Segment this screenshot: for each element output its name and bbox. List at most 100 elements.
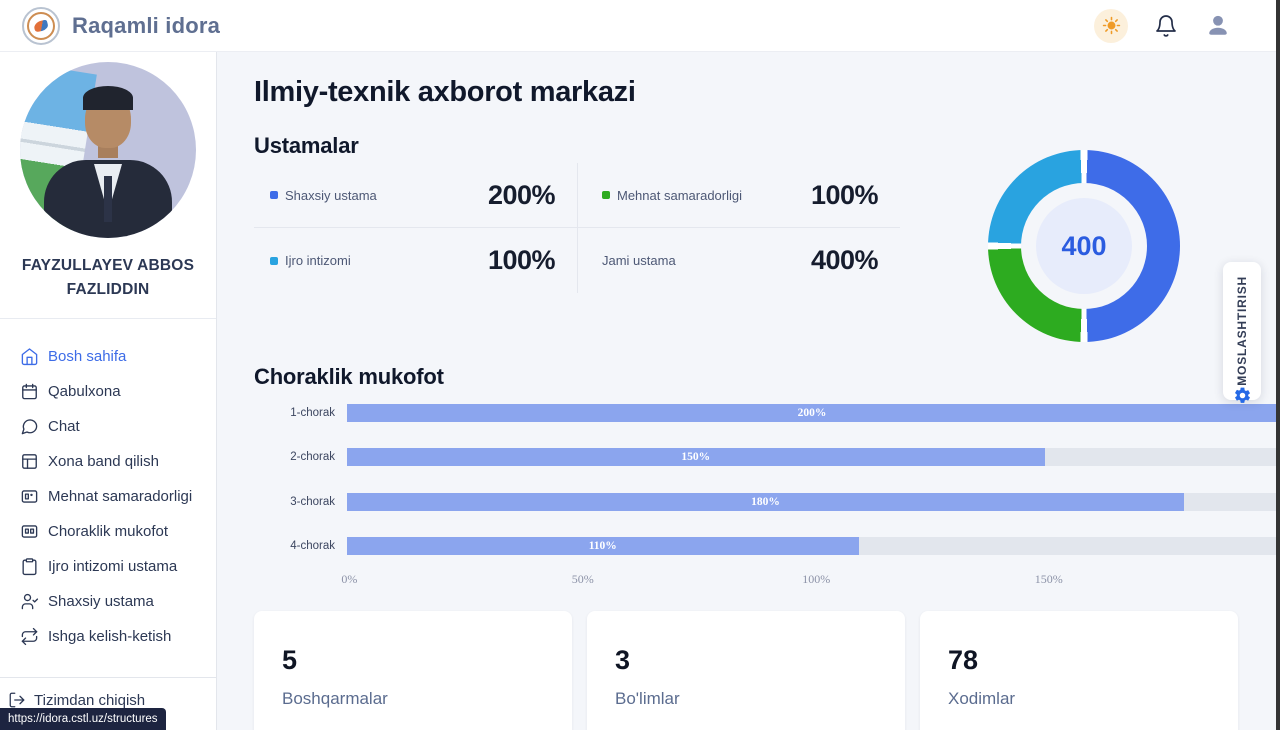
sidebar-item-label: Qabulxona (48, 383, 121, 401)
ustamalar-heading: Ustamalar (254, 133, 359, 158)
status-url-tooltip: https://idora.cstl.uz/structures (0, 708, 166, 730)
user-check-icon (20, 592, 39, 611)
card-label: Bo'limlar (615, 689, 680, 708)
user-icon (1209, 15, 1227, 35)
profile-button[interactable] (1204, 12, 1232, 40)
brand-title: Raqamli idora (72, 12, 221, 38)
summary-cards: 5 Boshqarmalar 3 Bo'limlar 78 Xodimlar (254, 611, 1238, 730)
sidebar-item-label: Ijro intizomi ustama (48, 558, 178, 576)
repeat-arrows-icon (20, 627, 39, 646)
user-full-name: FAYZULLAYEV ABBOS FAZLIDDIN (21, 257, 195, 299)
bar-track: 180% (347, 493, 1277, 511)
stat-mehnat-samaradorligi: Mehnat samaradorligi 100% (577, 163, 900, 228)
stat-value: 400% (810, 245, 879, 275)
card-value: 78 (948, 645, 979, 675)
donut-total: 400 (1036, 198, 1132, 294)
bar-track: 150% (347, 448, 1277, 466)
x-axis-tick: 50% (571, 572, 594, 586)
bar-row: 2-chorak 150% (254, 448, 1277, 466)
window-edge (1276, 0, 1280, 730)
logout-label: Tizimdan chiqish (34, 691, 146, 709)
bar-2-chorak: 150% (347, 448, 1045, 466)
sidebar-item-label: Mehnat samaradorligi (48, 488, 193, 506)
bar-category-label: 4-chorak (290, 540, 335, 552)
x-axis-tick: 100% (802, 572, 831, 586)
chat-icon (20, 417, 39, 436)
stat-label: Jami ustama (602, 253, 676, 268)
bar-value-label: 180% (751, 496, 780, 508)
bar-track: 110% (347, 537, 1277, 555)
notifications-button[interactable] (1154, 14, 1178, 38)
sidebar-item-label: Chat (48, 418, 80, 436)
clipboard-icon (20, 557, 39, 576)
sidebar-item-label: Xona band qilish (48, 453, 159, 471)
theme-toggle-button[interactable] (1094, 8, 1128, 43)
card-label: Xodimlar (948, 689, 1016, 708)
bar-category-label: 2-chorak (290, 451, 335, 463)
sidebar-item-label: Ishga kelish-ketish (48, 628, 172, 646)
stat-ijro-intizomi: Ijro intizomi 100% (254, 228, 577, 293)
stat-label: Mehnat samaradorligi (617, 187, 743, 203)
bar-row: 4-chorak 110% (254, 537, 1277, 555)
sun-icon (1102, 16, 1120, 35)
header-actions (1094, 8, 1232, 43)
sidebar-item-label: Bosh sahifa (48, 348, 127, 366)
ustamalar-stats-grid: Shaxsiy ustama 200% Mehnat samaradorligi… (254, 163, 900, 293)
card-xodimlar[interactable]: 78 Xodimlar (920, 611, 1238, 730)
sidebar-item-mehnat-samaradorligi[interactable]: Mehnat samaradorligi (20, 479, 216, 514)
sidebar-item-label: Choraklik mukofot (48, 523, 169, 541)
brand-logo-icon (22, 6, 60, 45)
logout-icon (9, 692, 25, 708)
calendar-icon (20, 382, 39, 401)
card-value: 5 (282, 645, 298, 675)
bar-row: 3-chorak 180% (254, 493, 1277, 511)
main-content: Ilmiy-texnik axborot markazi Ustamalar S… (217, 52, 1280, 730)
card-bolimlar[interactable]: 3 Bo'limlar (587, 611, 905, 730)
sidebar-item-chat[interactable]: Chat (20, 409, 216, 444)
card-value: 3 (615, 645, 631, 675)
stat-jami-ustama: Jami ustama 400% (577, 228, 900, 293)
donut-chart: 400 (988, 150, 1180, 342)
gear-icon (1233, 386, 1252, 405)
sidebar-item-bosh-sahifa[interactable]: Bosh sahifa (20, 339, 216, 374)
bullet-icon (270, 191, 278, 199)
bullet-icon (602, 191, 610, 199)
quarterly-heading: Choraklik mukofot (254, 364, 444, 389)
stat-label: Ijro intizomi (285, 253, 351, 268)
customize-label: MOSLASHTIRISH (1235, 276, 1249, 386)
bar-track: 200% (347, 404, 1277, 422)
user-avatar (20, 62, 196, 238)
bonus-card-icon (20, 522, 39, 541)
bar-category-label: 1-chorak (290, 407, 335, 419)
customize-panel-button[interactable]: MOSLASHTIRISH (1223, 262, 1261, 403)
bell-icon (1156, 14, 1176, 37)
bar-chart-x-axis: 0% 50% 100% 150% (341, 572, 1277, 588)
sidebar-item-label: Shaxsiy ustama (48, 593, 154, 611)
sidebar-item-choraklik-mukofot[interactable]: Choraklik mukofot (20, 514, 216, 549)
sidebar-item-shaxsiy-ustama[interactable]: Shaxsiy ustama (20, 584, 216, 619)
bar-value-label: 150% (681, 451, 711, 463)
bar-value-label: 110% (588, 540, 617, 552)
bar-value-label: 200% (797, 407, 827, 419)
bar-1-chorak: 200% (347, 404, 1277, 422)
stat-label: Shaxsiy ustama (285, 187, 377, 203)
sidebar-menu: Bosh sahifa Qabulxona Chat Xona band qil… (0, 319, 216, 654)
logout-button[interactable]: Tizimdan chiqish (0, 678, 216, 709)
stat-value: 200% (487, 179, 556, 210)
top-header: Raqamli idora (0, 0, 1280, 52)
bar-4-chorak: 110% (347, 537, 859, 555)
sidebar-item-xona-band-qilish[interactable]: Xona band qilish (20, 444, 216, 479)
x-axis-tick: 150% (1034, 572, 1063, 586)
bar-category-label: 3-chorak (290, 496, 335, 508)
sidebar-item-ishga-kelish-ketish[interactable]: Ishga kelish-ketish (20, 619, 216, 654)
bar-row: 1-chorak 200% (254, 404, 1277, 422)
sidebar-item-ijro-intizomi-ustama[interactable]: Ijro intizomi ustama (20, 549, 216, 584)
x-axis-tick: 0% (341, 572, 358, 586)
sidebar-item-qabulxona[interactable]: Qabulxona (20, 374, 216, 409)
performance-card-icon (20, 487, 39, 506)
page-title: Ilmiy-texnik axborot markazi (254, 76, 636, 108)
donut-hole: 400 (1021, 183, 1147, 309)
card-boshqarmalar[interactable]: 5 Boshqarmalar (254, 611, 572, 730)
card-label: Boshqarmalar (282, 689, 388, 708)
